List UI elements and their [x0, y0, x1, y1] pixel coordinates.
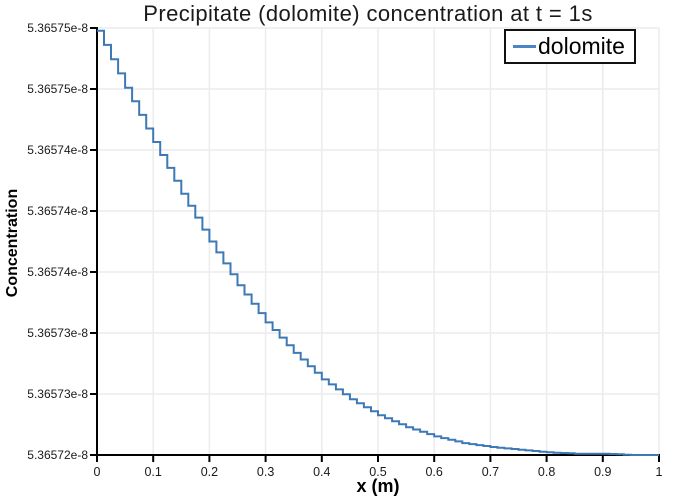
x-tick-label: 0 — [93, 465, 101, 479]
series-dolomite-curve — [97, 29, 659, 456]
y-tick-label: 5.36575e-8 — [27, 21, 88, 35]
legend-line-sample — [513, 45, 536, 48]
y-tick-label: 5.36575e-8 — [27, 82, 88, 96]
x-tick-label: 0.2 — [200, 465, 219, 479]
x-tick-label: 0.4 — [313, 465, 331, 479]
x-tick-label: 0.3 — [256, 465, 275, 479]
x-tick-label: 0.8 — [537, 465, 556, 479]
y-tick-label: 5.36574e-8 — [27, 143, 88, 157]
x-tick-label: 0.5 — [369, 465, 387, 479]
y-tick-label: 5.36573e-8 — [27, 326, 88, 340]
y-tick-label: 5.36572e-8 — [27, 448, 88, 462]
y-tick-label: 5.36574e-8 — [27, 204, 88, 218]
x-tick-label: 1 — [655, 465, 663, 479]
x-tick-label: 0.7 — [481, 465, 500, 479]
x-axis-title: x (m) — [356, 476, 400, 496]
legend-label: dolomite — [538, 33, 625, 59]
y-tick-label: 5.36574e-8 — [27, 265, 88, 279]
y-tick-label: 5.36573e-8 — [27, 387, 88, 401]
x-tick-label: 0.1 — [144, 465, 162, 479]
x-tick-label: 0.6 — [425, 465, 443, 479]
legend: dolomite — [504, 29, 636, 64]
chart-title: Precipitate (dolomite) concentration at … — [143, 1, 593, 26]
x-tick-label: 0.9 — [594, 465, 612, 479]
